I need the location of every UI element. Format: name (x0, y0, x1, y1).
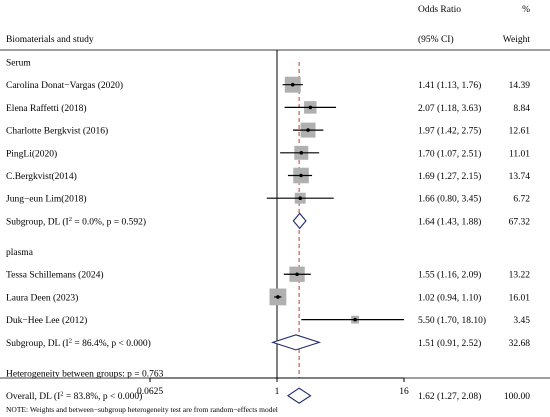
subgroup-ci-text: 1.64 (1.43, 1.88) (418, 216, 481, 227)
header-weight-line1: % (522, 5, 530, 15)
study-label: Charlotte Bergkvist (2016) (6, 126, 108, 137)
overall-diamond (286, 387, 312, 404)
x-tick-label: 0.0625 (137, 387, 163, 397)
header-or-line1: Odds Ratio (418, 5, 461, 15)
study-label: C.Bergkvist(2014) (6, 171, 77, 182)
ci-text: 5.50 (1.70, 18.10) (418, 315, 486, 326)
weight-text: 11.01 (509, 149, 530, 159)
header-weight-line2: Weight (503, 35, 531, 45)
weight-text: 6.72 (513, 195, 530, 205)
study-label: Tessa Schillemans (2024) (6, 270, 103, 281)
overall-weight: 100.00 (504, 392, 530, 402)
overall-ci-text: 1.62 (1.27, 2.08) (418, 391, 481, 402)
overall-label: Overall, DL (I2 = 83.8%, p < 0.000) (6, 391, 142, 403)
ci-text: 1.66 (0.80, 3.45) (418, 194, 481, 205)
header-or-line2: (95% CI) (418, 34, 454, 45)
x-tick-label: 16 (399, 387, 409, 397)
weight-text: 13.74 (509, 172, 531, 182)
study-label: Elena Raffetti (2018) (6, 103, 87, 114)
header-study: Biomaterials and study (6, 35, 94, 45)
group-label: plasma (6, 248, 34, 258)
subgroup-diamond (292, 212, 307, 230)
group-label: Serum (6, 59, 31, 69)
ci-text: 1.70 (1.07, 2.51) (418, 148, 481, 159)
x-tick-label: 1 (275, 387, 280, 397)
weight-text: 14.39 (509, 81, 531, 91)
footnote: NOTE: Weights and between−subgroup heter… (6, 405, 278, 414)
plot-area: Serum Carolina Donat−Vargas (2020) 1.41 (1… (0, 50, 550, 414)
point-estimate (276, 295, 280, 299)
point-estimate (298, 196, 303, 200)
ci-text: 1.69 (1.27, 2.15) (418, 171, 481, 182)
weight-text: 8.84 (513, 104, 530, 114)
subgroup-weight: 32.68 (509, 339, 531, 349)
header: Biomaterials and study Odds Ratio (95% C… (6, 5, 530, 45)
point-estimate (306, 128, 310, 132)
subgroup-weight: 67.32 (509, 217, 531, 227)
ci-text: 2.07 (1.18, 3.63) (418, 103, 481, 114)
heterogeneity-text: Heterogeneity between groups: p = 0.763 (6, 369, 164, 379)
ci-text: 1.55 (1.16, 2.09) (418, 270, 481, 281)
study-label: Duk−Hee Lee (2012) (6, 315, 87, 326)
point-estimate (295, 272, 299, 277)
study-label: PingLi(2020) (6, 148, 57, 159)
subgroup-label: Subgroup, DL (I2 = 86.4%, p < 0.000) (6, 337, 151, 349)
study-label: Jung−eun Lim(2018) (6, 194, 87, 205)
subgroup-label: Subgroup, DL (I2 = 0.0%, p = 0.592) (6, 216, 146, 228)
subgroup-diamond (270, 334, 322, 351)
subgroup-ci-text: 1.51 (0.91, 2.52) (418, 338, 481, 349)
point-estimate (290, 82, 295, 87)
study-label: Carolina Donat−Vargas (2020) (6, 80, 123, 91)
point-estimate (299, 151, 304, 155)
point-estimate (308, 105, 313, 110)
point-estimate (299, 173, 303, 178)
ci-text: 1.97 (1.42, 2.75) (418, 126, 481, 137)
weight-text: 13.22 (509, 271, 531, 281)
weight-text: 3.45 (513, 316, 530, 326)
ci-text: 1.02 (0.94, 1.10) (418, 292, 481, 303)
study-label: Laura Deen (2023) (6, 292, 78, 303)
weight-text: 12.61 (509, 127, 531, 137)
point-estimate (353, 317, 357, 322)
ci-text: 1.41 (1.13, 1.76) (418, 80, 481, 91)
weight-text: 16.01 (509, 293, 531, 303)
